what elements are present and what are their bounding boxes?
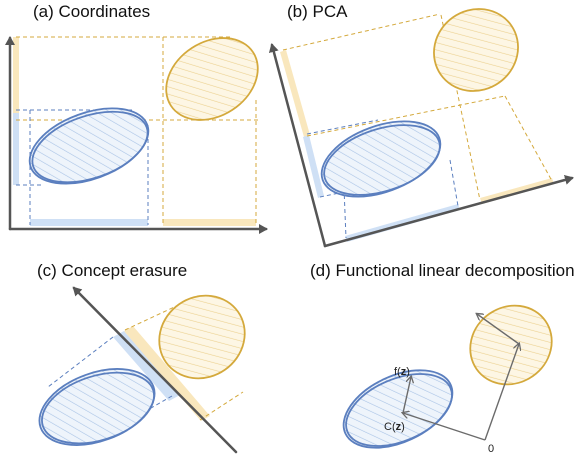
- panel-c: (c) Concept erasure: [37, 261, 246, 454]
- vector-c-to-f: [402, 377, 411, 414]
- label-origin: 0: [488, 443, 494, 455]
- panel-a: (a) Coordinates: [5, 2, 268, 234]
- erasure-projection-blue: [113, 331, 180, 401]
- panel-b: (b) PCA: [268, 2, 574, 248]
- gold-cluster-d: [469, 304, 553, 386]
- pc2-projection-gold: [280, 50, 310, 137]
- blue-guides: [16, 109, 149, 225]
- pc2-axis: [268, 43, 327, 248]
- blue-cluster-sketch: [31, 110, 149, 184]
- blue-cluster-b: [320, 120, 442, 198]
- blue-cluster: [28, 107, 150, 185]
- gold-cluster-c: [158, 294, 246, 380]
- panel-d: (d) Functional linear decomposition f(z)…: [310, 261, 575, 455]
- gold-cluster: [165, 37, 259, 121]
- blue-cluster-b-sketch: [323, 124, 441, 196]
- gold-guides-c: [124, 294, 244, 421]
- x-projection-blue: [30, 219, 148, 226]
- gold-cluster-b: [433, 8, 519, 92]
- pc2-projection-blue: [303, 135, 324, 198]
- blue-cluster-d-sketch: [345, 373, 453, 447]
- pc1-axis: [323, 175, 574, 248]
- blue-guides-b: [306, 119, 459, 239]
- erasure-axis: [72, 286, 238, 454]
- x-projection-gold: [163, 219, 256, 226]
- panel-c-title: (c) Concept erasure: [37, 261, 187, 280]
- y-projection-blue: [13, 113, 19, 185]
- y-projection-gold: [13, 37, 19, 113]
- vector-gold-offset: [477, 314, 520, 345]
- erasure-projection-gold: [124, 326, 210, 421]
- blue-cluster-c-sketch: [41, 371, 155, 445]
- panel-a-title: (a) Coordinates: [33, 2, 150, 21]
- vector-origin-to-c: [403, 413, 486, 441]
- label-f-z: f(z): [394, 366, 410, 378]
- panel-b-title: (b) PCA: [287, 2, 348, 21]
- label-c-z: C(z): [384, 421, 405, 433]
- vector-origin-to-gold: [484, 344, 519, 441]
- panel-d-title: (d) Functional linear decomposition: [310, 261, 575, 280]
- gold-guides-b: [282, 13, 553, 201]
